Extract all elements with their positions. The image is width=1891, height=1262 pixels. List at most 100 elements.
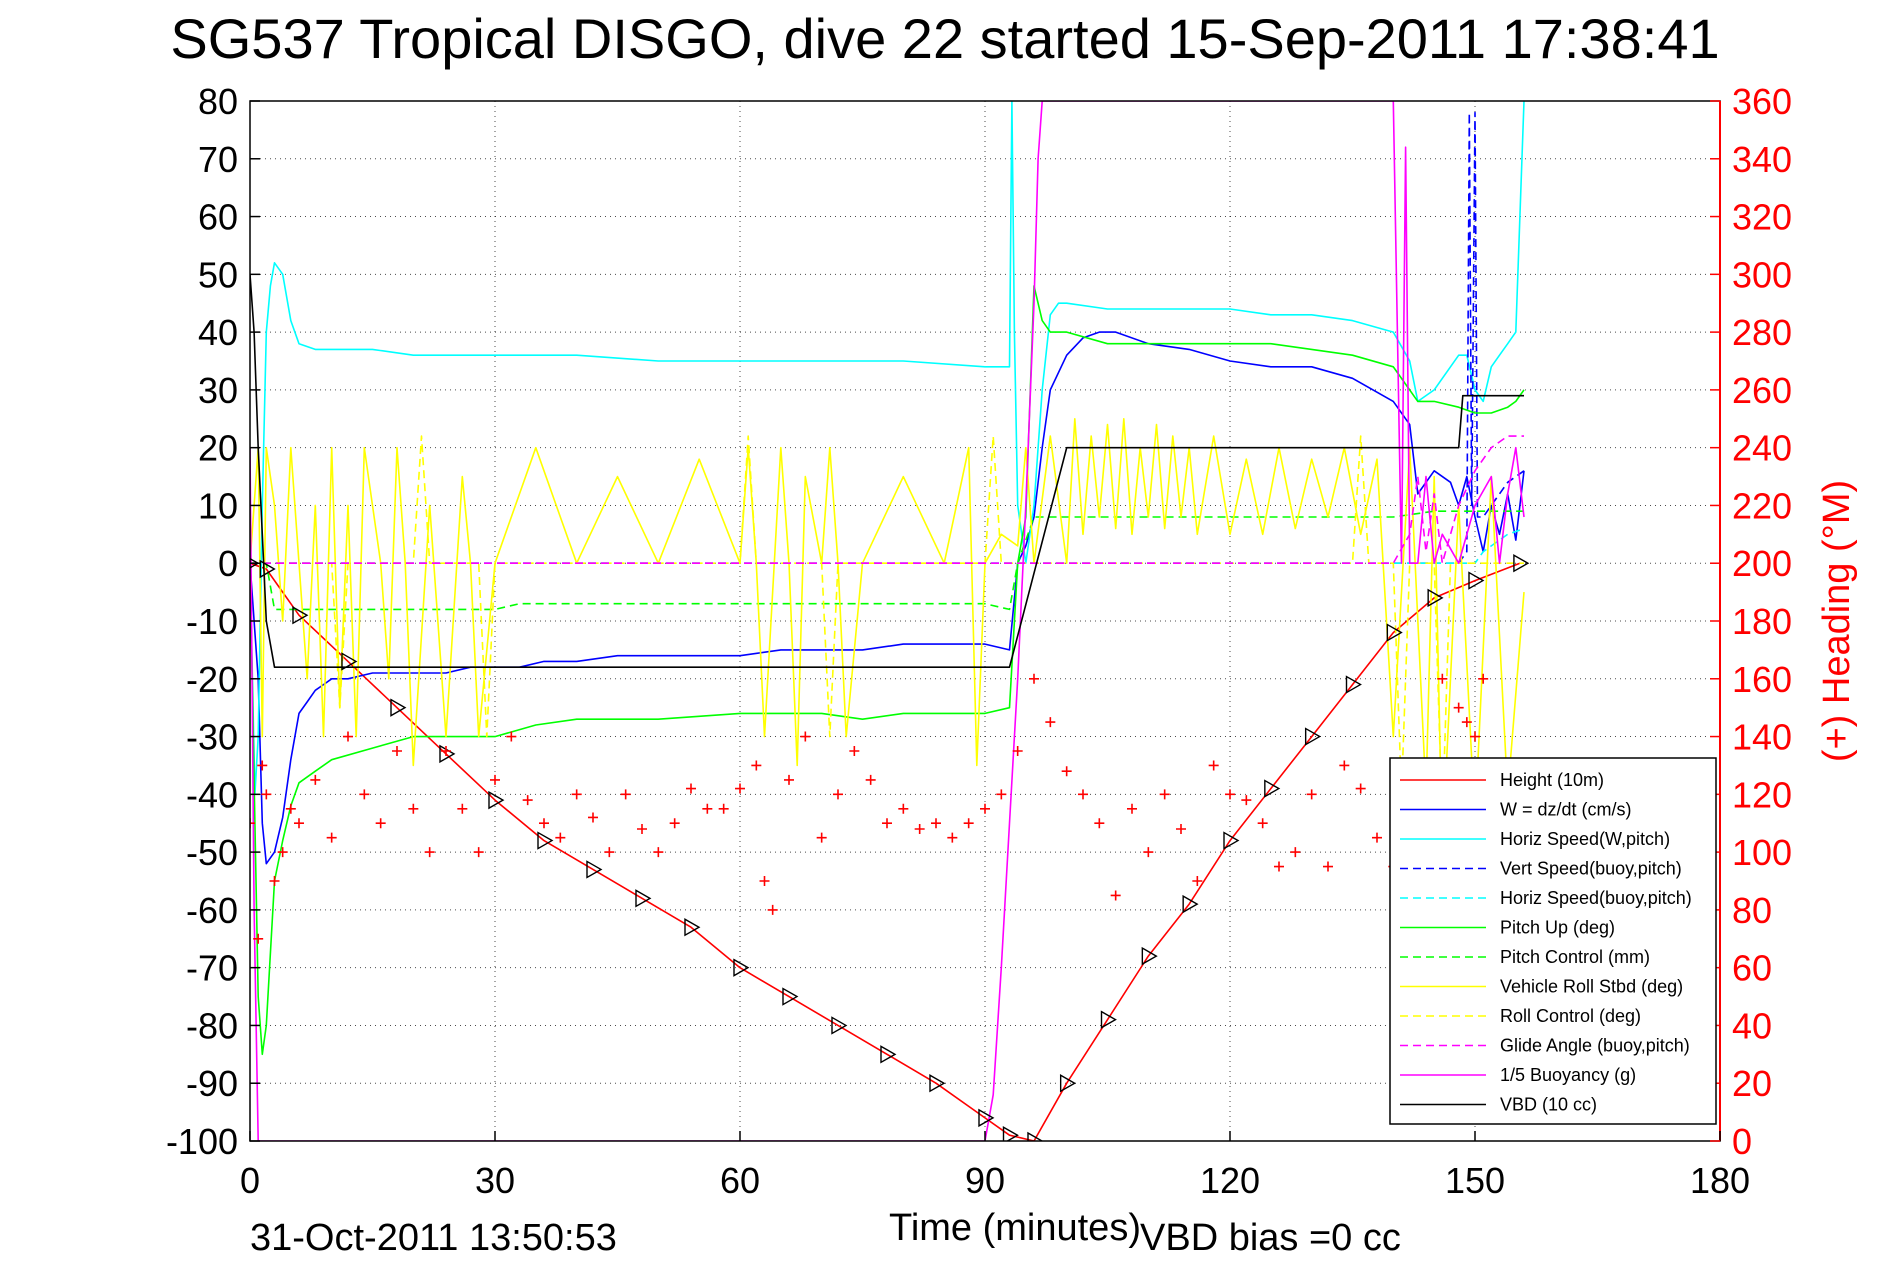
point-heading bbox=[849, 746, 860, 756]
point-heading bbox=[473, 847, 484, 858]
point-heading bbox=[588, 812, 598, 823]
point-heading bbox=[326, 832, 337, 843]
point-heading bbox=[1257, 818, 1268, 829]
point-heading bbox=[784, 774, 794, 785]
legend-entry-label: Height (10m) bbox=[1500, 770, 1604, 790]
x-tick-label: 120 bbox=[1200, 1160, 1260, 1201]
marker-height-10m bbox=[341, 652, 358, 671]
marker-height-10m bbox=[292, 606, 309, 625]
marker-height-10m bbox=[1386, 623, 1403, 642]
marker-height-10m bbox=[1513, 554, 1530, 573]
point-heading bbox=[1045, 717, 1056, 728]
point-heading bbox=[980, 803, 990, 814]
series-line-vert-speed-buoy-pitch bbox=[250, 111, 1525, 564]
point-heading bbox=[277, 847, 288, 858]
point-heading bbox=[833, 789, 843, 800]
legend-entry-label: W = dz/dt (cm/s) bbox=[1500, 800, 1632, 820]
y-tick-label: 0 bbox=[218, 543, 238, 584]
legend-entry-label: Horiz Speed(buoy,pitch) bbox=[1500, 888, 1692, 908]
marker-height-10m bbox=[831, 1016, 848, 1035]
marker-height-10m bbox=[1264, 779, 1281, 798]
marker-height-10m bbox=[1182, 894, 1199, 914]
series-line-glide-angle-buoy-pitch bbox=[250, 435, 1524, 564]
axes-ticks: 0 30 60 90 120 150 18080706050403020100-10-20-… bbox=[166, 81, 1792, 1201]
y-right-tick-label: 40 bbox=[1732, 1005, 1772, 1046]
marker-height-10m bbox=[880, 1045, 897, 1064]
point-heading bbox=[555, 832, 566, 843]
series-line-1-5-buoyancy-g bbox=[250, 101, 1525, 1141]
marker-layer bbox=[250, 554, 1530, 1141]
point-heading bbox=[702, 803, 713, 814]
marker-height-10m bbox=[733, 958, 750, 977]
marker-height-10m bbox=[537, 831, 554, 850]
point-heading bbox=[751, 760, 762, 771]
marker-height-10m bbox=[586, 860, 603, 879]
y-right-tick-label: 0 bbox=[1732, 1121, 1752, 1162]
footer-vbd-bias: VBD bias =0 cc bbox=[1140, 1217, 1401, 1259]
y-tick-label: 60 bbox=[198, 197, 238, 238]
point-heading bbox=[1355, 783, 1366, 794]
marker-height-10m bbox=[1100, 1010, 1117, 1029]
y-right-tick-label: 100 bbox=[1732, 832, 1792, 873]
marker-height-10m bbox=[259, 559, 276, 579]
point-heading bbox=[1143, 847, 1154, 858]
y-tick-label: -30 bbox=[186, 717, 238, 758]
point-heading bbox=[718, 803, 729, 814]
x-tick-label: 150 bbox=[1445, 1160, 1505, 1201]
point-heading bbox=[1094, 818, 1105, 829]
point-heading bbox=[269, 876, 280, 886]
point-heading bbox=[637, 824, 647, 834]
point-heading bbox=[1029, 673, 1039, 684]
y-right-tick-label: 140 bbox=[1732, 717, 1792, 758]
point-heading bbox=[882, 818, 892, 829]
y-tick-label: -50 bbox=[186, 832, 238, 873]
point-heading bbox=[375, 818, 386, 829]
point-heading bbox=[285, 803, 296, 814]
marker-height-10m bbox=[978, 1108, 995, 1128]
series-line-vbd-10-cc bbox=[250, 274, 1524, 668]
point-heading bbox=[1176, 824, 1186, 834]
marker-height-10m bbox=[250, 557, 260, 569]
point-heading bbox=[253, 933, 264, 944]
point-heading bbox=[1372, 832, 1382, 843]
legend-entry-label: Horiz Speed(W,pitch) bbox=[1500, 829, 1670, 849]
point-heading bbox=[257, 760, 268, 771]
y-right-tick-label: 180 bbox=[1732, 601, 1792, 642]
point-heading bbox=[963, 818, 974, 829]
point-heading bbox=[669, 818, 680, 829]
marker-height-10m bbox=[390, 698, 407, 717]
point-heading bbox=[392, 746, 402, 756]
marker-height-10m bbox=[439, 744, 456, 764]
y-tick-label: 30 bbox=[198, 370, 238, 411]
marker-height-10m bbox=[1427, 588, 1444, 608]
y-tick-label: -60 bbox=[186, 890, 238, 931]
point-heading bbox=[1470, 731, 1480, 742]
y-tick-label: -70 bbox=[186, 948, 238, 989]
point-heading bbox=[898, 803, 909, 814]
point-heading bbox=[816, 832, 827, 843]
point-heading bbox=[506, 731, 517, 742]
point-heading bbox=[1274, 861, 1284, 872]
point-heading bbox=[914, 824, 925, 834]
marker-height-10m bbox=[1223, 831, 1240, 850]
marker-height-10m bbox=[1141, 946, 1158, 966]
point-heading bbox=[996, 789, 1007, 800]
point-heading bbox=[1061, 766, 1072, 777]
point-heading bbox=[686, 783, 696, 794]
y-right-tick-label: 320 bbox=[1732, 197, 1792, 238]
point-heading bbox=[620, 789, 631, 800]
point-heading bbox=[604, 847, 615, 858]
y-right-tick-label: 300 bbox=[1732, 254, 1792, 295]
x-tick-label: 60 bbox=[720, 1160, 760, 1201]
y-tick-label: 20 bbox=[198, 428, 238, 469]
y-right-tick-label: 360 bbox=[1732, 81, 1792, 122]
y-right-tick-label: 260 bbox=[1732, 370, 1792, 411]
point-heading bbox=[759, 876, 770, 886]
x-tick-label: 0 bbox=[240, 1160, 260, 1201]
point-heading bbox=[1012, 746, 1023, 756]
series-line-pitch-up-deg bbox=[250, 285, 1525, 1056]
marker-height-10m bbox=[1304, 727, 1322, 746]
y-tick-label: -10 bbox=[186, 601, 238, 642]
point-heading bbox=[1241, 795, 1252, 806]
y-right-tick-label: 340 bbox=[1732, 139, 1792, 180]
